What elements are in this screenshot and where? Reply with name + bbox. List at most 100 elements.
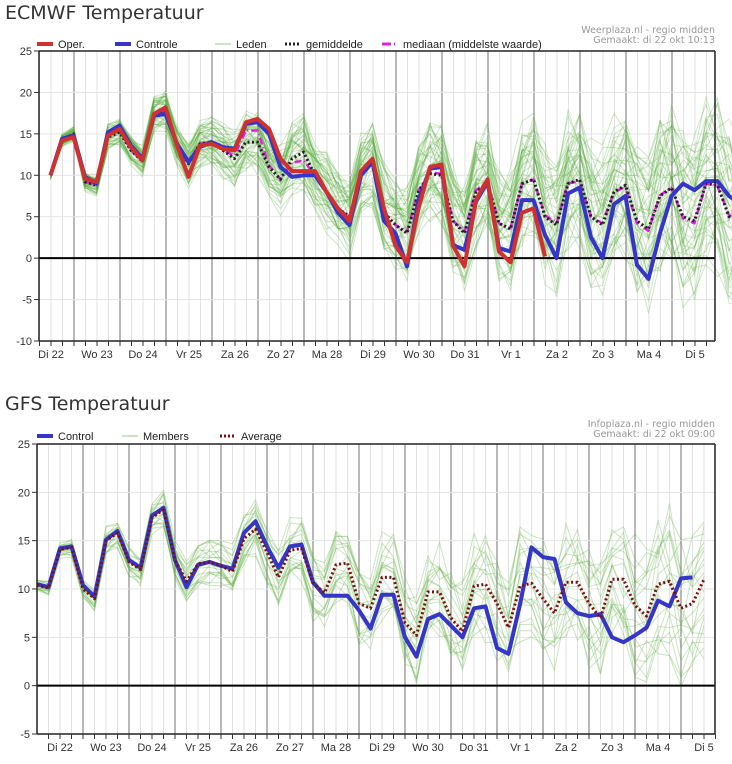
x-tick-label: Wo 23	[90, 742, 122, 754]
legend-label: Members	[143, 431, 189, 443]
y-tick-label: 25	[18, 439, 30, 451]
ensemble-member-line	[36, 506, 705, 662]
ensemble-member-line	[36, 514, 705, 631]
x-tick-label: Vr 25	[185, 742, 211, 754]
y-tick-label: 5	[24, 632, 30, 644]
credit-text: Gemaakt: di 22 okt 09:00	[593, 429, 715, 440]
ensemble-member-line	[50, 92, 732, 210]
x-tick-label: Vr 1	[510, 742, 530, 754]
ensemble-member-line	[50, 99, 732, 219]
y-tick-label: 5	[26, 212, 32, 224]
x-tick-label: Do 31	[450, 349, 479, 361]
y-tick-label: 15	[20, 129, 32, 141]
ensemble-member-line	[50, 116, 732, 292]
y-tick-label: 10	[18, 584, 30, 596]
x-tick-label: Vr 1	[501, 349, 521, 361]
ensemble-member-line	[36, 526, 705, 680]
y-tick-label: 0	[26, 253, 32, 265]
ensemble-member-line	[36, 524, 705, 688]
x-tick-label: Ma 28	[321, 742, 352, 754]
x-tick-label: Wo 23	[81, 349, 113, 361]
y-tick-label: 25	[20, 46, 32, 58]
x-tick-label: Za 2	[546, 349, 568, 361]
ensemble-member-line	[50, 94, 732, 228]
ensemble-member-line	[36, 500, 705, 625]
x-tick-label: Wo 30	[403, 349, 435, 361]
series-line-average	[36, 508, 706, 637]
ensemble-member-line	[50, 95, 732, 219]
x-tick-label: Do 24	[137, 742, 166, 754]
y-tick-label: -5	[20, 729, 30, 741]
ensemble-member-line	[50, 111, 732, 276]
legend-label: mediaan (middelste waarde)	[403, 39, 542, 51]
x-tick-label: Di 22	[38, 349, 64, 361]
y-tick-label: -10	[16, 336, 32, 348]
x-tick-label: Zo 3	[601, 742, 623, 754]
x-tick-label: Ma 28	[312, 349, 343, 361]
ensemble-member-line	[36, 492, 705, 626]
ensemble-member-line	[50, 95, 732, 224]
legend-label: gemiddelde	[306, 39, 363, 51]
series-line-oper	[48, 105, 547, 269]
ensemble-member-line	[50, 92, 732, 218]
y-tick-label: 20	[20, 87, 32, 99]
x-tick-label: Di 22	[47, 742, 73, 754]
ensemble-member-line	[36, 492, 705, 610]
ensemble-member-line	[50, 102, 732, 219]
x-tick-label: Wo 30	[412, 742, 444, 754]
x-tick-label: Vr 25	[176, 349, 202, 361]
series-line-control	[36, 505, 693, 659]
ensemble-member-line	[36, 511, 705, 661]
x-tick-label: Za 26	[221, 349, 249, 361]
ensemble-member-line	[36, 520, 705, 675]
x-tick-label: Zo 3	[592, 349, 614, 361]
ensemble-member-line	[50, 99, 732, 222]
ensemble-member-line	[50, 110, 732, 252]
y-tick-label: 10	[20, 170, 32, 182]
x-tick-label: Di 29	[360, 349, 386, 361]
ensemble-member-line	[36, 514, 705, 651]
x-tick-label: Di 5	[685, 349, 705, 361]
ensemble-member-line	[50, 95, 732, 208]
legend-label: Oper.	[58, 39, 85, 51]
legend-label: Average	[241, 431, 282, 443]
ecmwf-temperature-chart: 25 20 15 10 5 0 -5 -10 Di 22 Wo 23 Do 24 Vr 25 Za 26…	[16, 25, 732, 361]
x-tick-label: Zo 27	[276, 742, 304, 754]
ensemble-member-line	[36, 489, 705, 605]
credit-text: Infoplaza.nl - regio midden	[588, 419, 715, 430]
y-tick-label: 20	[18, 487, 30, 499]
ensemble-member-line	[36, 513, 705, 663]
credit-text: Weerplaza.nl - regio midden	[581, 25, 715, 36]
ensemble-member-line	[36, 492, 705, 621]
credit-text: Gemaakt: di 22 okt 10:13	[593, 35, 715, 46]
gfs-chart-title: GFS Temperatuur	[5, 393, 170, 415]
ensemble-member-line	[50, 118, 732, 294]
x-tick-label: Zo 27	[267, 349, 295, 361]
x-tick-label: Ma 4	[646, 742, 670, 754]
ensemble-member-line	[50, 124, 732, 295]
ensemble-member-line	[50, 98, 732, 231]
ecmwf-chart-title: ECMWF Temperatuur	[5, 2, 204, 24]
ensemble-member-line	[36, 522, 705, 683]
ensemble-member-line	[50, 95, 732, 206]
ensemble-member-line	[36, 504, 705, 617]
legend-label: Control	[58, 431, 93, 443]
ensemble-member-line	[50, 91, 732, 210]
ensemble-member-line	[36, 505, 705, 638]
ensemble-member-line	[36, 506, 705, 642]
x-tick-label: Za 26	[230, 742, 258, 754]
legend-label: Leden	[236, 39, 267, 51]
ensemble-member-line	[50, 89, 732, 211]
x-tick-label: Za 2	[555, 742, 577, 754]
ensemble-member-line	[36, 515, 705, 682]
y-tick-label: -5	[22, 295, 32, 307]
x-tick-label: Do 24	[128, 349, 157, 361]
legend-label: Controle	[136, 39, 178, 51]
series-line-mediaan	[49, 109, 732, 233]
ensemble-member-line	[50, 97, 732, 212]
y-tick-label: 0	[24, 681, 30, 693]
ensemble-member-line	[36, 498, 705, 605]
ensemble-member-line	[50, 122, 732, 303]
x-tick-label: Ma 4	[637, 349, 661, 361]
y-tick-label: 15	[18, 536, 30, 548]
